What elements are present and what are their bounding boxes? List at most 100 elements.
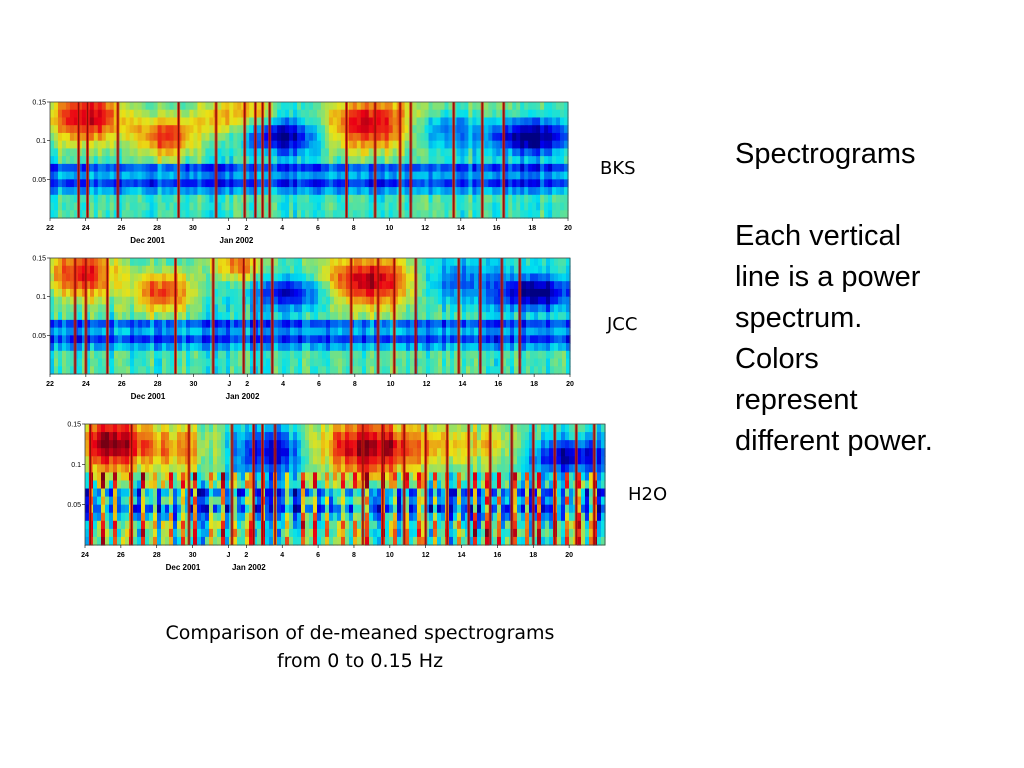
heatmap-cell (173, 117, 179, 126)
heatmap-cell (428, 194, 434, 204)
heatmap-cell (238, 296, 243, 305)
heatmap-cell (330, 288, 335, 298)
heatmap-cell (488, 117, 493, 126)
heatmap-cell (305, 512, 310, 522)
heatmap-cell (321, 488, 326, 498)
heatmap-cell (334, 319, 339, 329)
heatmap-cell (238, 265, 243, 275)
heatmap-cell (126, 327, 131, 336)
heatmap-cell (182, 319, 187, 329)
heatmap-cell (198, 327, 203, 336)
heatmap-cell (309, 528, 314, 538)
heatmap-cell (130, 327, 135, 336)
heatmap-cell (346, 319, 351, 329)
heatmap-cell (285, 194, 290, 204)
heatmap-cell (305, 464, 310, 473)
heatmap-cell (374, 304, 379, 313)
station-label-jcc: JCC (607, 314, 638, 335)
heatmap-cell (394, 350, 399, 360)
heatmap-cell (466, 327, 471, 336)
heatmap-cell (321, 496, 326, 506)
heatmap-cell (378, 288, 383, 298)
heatmap-cell (237, 464, 242, 473)
heatmap-cell (126, 288, 131, 298)
heatmap-cell (466, 265, 471, 275)
heatmap-cell (442, 273, 447, 282)
heatmap-cell (201, 171, 206, 180)
heatmap-cell (420, 194, 426, 204)
heatmap-cell (538, 327, 543, 336)
heatmap-cell (137, 125, 143, 134)
heatmap-cell (464, 179, 469, 188)
heatmap-cell (494, 288, 499, 298)
heatmap-cell (360, 117, 366, 126)
heatmap-cell (444, 156, 450, 165)
heatmap-cell (166, 343, 171, 352)
heatmap-cell (434, 319, 439, 329)
heatmap-cell (366, 312, 371, 321)
heatmap-cell (320, 140, 326, 149)
heatmap-cell (53, 210, 59, 219)
heatmap-cell (368, 210, 374, 219)
heatmap-cell (241, 528, 246, 538)
heatmap-cell (332, 179, 338, 188)
heatmap-cell (125, 528, 130, 538)
heatmap-cell (468, 109, 473, 119)
heatmap-cell (153, 148, 159, 157)
heatmap-cell (442, 304, 447, 313)
heatmap-cell (524, 140, 529, 149)
power-spike-core (174, 258, 177, 374)
heatmap-cell (225, 132, 230, 142)
heatmap-cell (137, 163, 143, 173)
heatmap-cell (202, 281, 207, 290)
heatmap-cell (328, 179, 334, 188)
heatmap-cell (564, 132, 569, 142)
heatmap-cell (516, 102, 521, 111)
heatmap-cell (354, 273, 359, 282)
heatmap-cell (69, 140, 75, 149)
heatmap-cell (368, 148, 374, 157)
heatmap-cell (181, 496, 186, 506)
heatmap-cell (101, 432, 106, 441)
heatmap-cell (530, 281, 535, 290)
heatmap-cell (122, 281, 127, 290)
heatmap-cell (93, 163, 99, 173)
heatmap-cell (466, 366, 471, 375)
heatmap-cell (129, 140, 135, 149)
heatmap-cell (101, 179, 107, 188)
heatmap-cell (254, 258, 259, 267)
heatmap-cell (249, 424, 254, 433)
heatmap-cell (185, 140, 191, 149)
heatmap-cell (324, 187, 330, 196)
heatmap-cell (322, 358, 327, 367)
heatmap-cell (262, 281, 267, 290)
heatmap-cell (97, 488, 102, 498)
heatmap-cell (145, 432, 150, 441)
heatmap-cell (265, 102, 270, 111)
heatmap-cell (186, 366, 191, 375)
heatmap-cell (301, 464, 306, 473)
heatmap-cell (564, 194, 569, 204)
heatmap-cell (117, 504, 122, 514)
heatmap-cell (301, 424, 306, 433)
heatmap-cell (133, 496, 138, 506)
heatmap-cell (221, 520, 226, 530)
heatmap-cell (141, 456, 146, 465)
heatmap-cell (340, 163, 346, 173)
heatmap-cell (460, 179, 465, 188)
heatmap-cell (532, 187, 537, 196)
heatmap-cell (137, 202, 143, 211)
heatmap-cell (241, 480, 246, 490)
heatmap-cell (281, 210, 286, 219)
heatmap-cell (209, 194, 214, 204)
heatmap-cell (370, 273, 375, 282)
heatmap-cell (474, 288, 479, 298)
heatmap-cell (305, 432, 310, 441)
heatmap-cell (285, 480, 290, 490)
heatmap-cell (285, 210, 290, 219)
heatmap-cell (117, 464, 122, 473)
heatmap-cell (486, 358, 491, 367)
heatmap-cell (360, 210, 366, 219)
heatmap-cell (548, 117, 553, 126)
heatmap-cell (309, 132, 314, 142)
